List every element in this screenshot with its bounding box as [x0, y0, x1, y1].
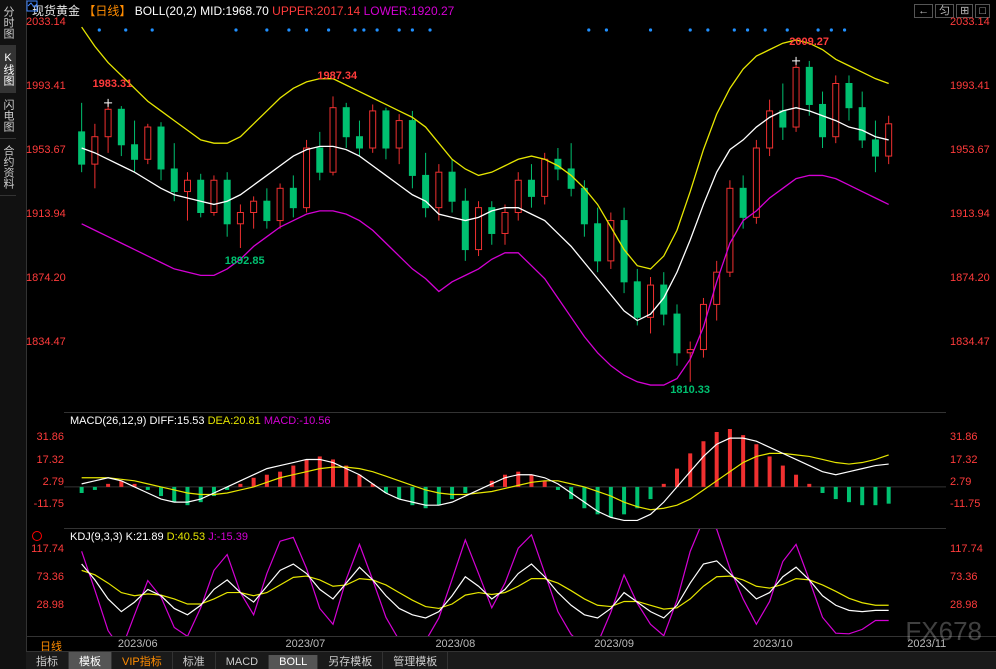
boll-label: BOLL(20,2)	[135, 4, 197, 18]
y-tick: -11.75	[950, 498, 996, 510]
x-tick: 2023/09	[594, 638, 634, 650]
yaxis-right-macd: 31.86 17.32 2.79 -11.75	[946, 412, 996, 524]
sidebar-item[interactable]: 闪电图	[0, 93, 16, 139]
y-tick: 31.86	[950, 431, 996, 443]
kdj-pane[interactable]: KDJ(9,3,3) K:21.89 D:40.53 J:-15.39	[64, 528, 946, 637]
y-tick: 28.98	[950, 599, 996, 611]
sidebar: 分时图K线图闪电图合约资料	[0, 0, 27, 669]
x-tick: 2023/06	[118, 638, 158, 650]
y-tick: 1834.47	[26, 336, 64, 348]
y-tick: 28.98	[26, 599, 64, 611]
chart-root: 分时图K线图闪电图合约资料 现货黄金 【日线】 BOLL(20,2) MID:1…	[0, 0, 996, 669]
price-annotation: 1983.31	[93, 78, 133, 90]
y-tick: 1913.94	[26, 208, 64, 220]
tab[interactable]: VIP指标	[112, 652, 173, 669]
y-tick: 117.74	[26, 543, 64, 555]
main-chart-pane[interactable]: 1983.31 1892.85 1987.34 1810.33 2009.27	[64, 22, 946, 406]
yaxis-left-kdj: 117.74 73.36 28.98	[26, 528, 64, 636]
chart-header: 现货黄金 【日线】 BOLL(20,2) MID:1968.70 UPPER:2…	[26, 0, 996, 22]
x-tick: 2023/10	[753, 638, 793, 650]
tab[interactable]: 模板	[69, 652, 112, 669]
price-annotation: 1892.85	[225, 255, 265, 267]
y-tick: -11.75	[26, 498, 64, 510]
y-tick: 2.79	[950, 476, 996, 488]
macd-pane[interactable]: MACD(26,12,9) DIFF:15.53 DEA:20.81 MACD:…	[64, 412, 946, 525]
boll-mid: MID:1968.70	[200, 4, 269, 18]
y-tick: 2033.14	[950, 16, 996, 28]
price-annotation: 1810.33	[670, 384, 710, 396]
sidebar-item[interactable]: K线图	[0, 46, 16, 93]
y-tick: 117.74	[950, 543, 996, 555]
yaxis-left-macd: 31.86 17.32 2.79 -11.75	[26, 412, 64, 524]
tab[interactable]: BOLL	[269, 655, 318, 669]
y-tick: 1913.94	[950, 208, 996, 220]
y-tick: 1993.41	[26, 80, 64, 92]
y-tick: 1874.20	[950, 272, 996, 284]
tab[interactable]: 指标	[26, 652, 69, 669]
boll-upper: UPPER:2017.14	[272, 4, 360, 18]
x-tick: 2023/07	[286, 638, 326, 650]
y-tick: 17.32	[26, 454, 64, 466]
yaxis-left-main: 2033.141993.411953.671913.941874.201834.…	[26, 22, 64, 406]
y-tick: 1993.41	[950, 80, 996, 92]
y-tick: 17.32	[950, 454, 996, 466]
main-chart-svg	[64, 22, 946, 406]
tab[interactable]: 管理模板	[383, 652, 448, 669]
yaxis-right-main: 2033.141993.411953.671913.941874.201834.…	[946, 22, 996, 406]
tab[interactable]: 标准	[173, 652, 216, 669]
y-tick: 73.36	[950, 571, 996, 583]
macd-svg	[64, 413, 946, 525]
indicator-marker-icon[interactable]	[32, 531, 42, 541]
y-tick: 2.79	[26, 476, 64, 488]
kdj-svg	[64, 529, 946, 637]
watermark: FX678	[905, 616, 982, 647]
y-tick: 1874.20	[26, 272, 64, 284]
tab[interactable]: 另存模板	[318, 652, 383, 669]
price-annotation: 1987.34	[317, 70, 357, 82]
bottom-tabbar: 指标模板VIP指标标准MACDBOLL另存模板管理模板	[26, 651, 996, 669]
boll-lower: LOWER:1920.27	[364, 4, 455, 18]
timeframe-label: 【日线】	[83, 4, 131, 18]
y-tick: 73.36	[26, 571, 64, 583]
sidebar-item[interactable]: 分时图	[0, 0, 16, 46]
y-tick: 31.86	[26, 431, 64, 443]
y-tick: 2033.14	[26, 16, 64, 28]
y-tick: 1834.47	[950, 336, 996, 348]
y-tick: 1953.67	[26, 144, 64, 156]
x-tick: 2023/08	[435, 638, 475, 650]
price-annotation: 2009.27	[789, 36, 829, 48]
tab[interactable]: MACD	[216, 655, 269, 669]
y-tick: 1953.67	[950, 144, 996, 156]
sidebar-item[interactable]: 合约资料	[0, 139, 16, 196]
tool-icon[interactable]: ←	[914, 4, 933, 18]
